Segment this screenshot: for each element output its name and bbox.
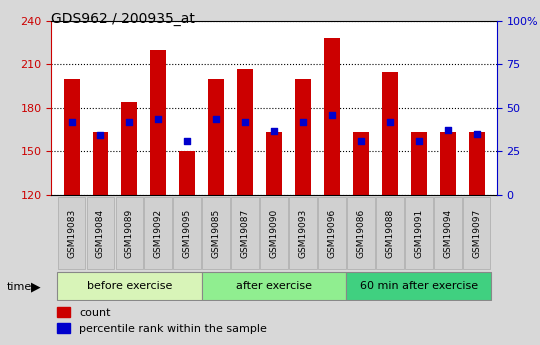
Text: GSM19089: GSM19089 <box>125 209 134 258</box>
Point <box>67 120 76 125</box>
Text: time: time <box>6 282 32 292</box>
Text: GSM19094: GSM19094 <box>443 209 452 258</box>
FancyBboxPatch shape <box>289 197 317 269</box>
FancyBboxPatch shape <box>346 272 491 300</box>
Point <box>241 120 249 125</box>
Text: after exercise: after exercise <box>236 281 312 291</box>
Text: GSM19087: GSM19087 <box>241 209 249 258</box>
Bar <box>208 79 224 195</box>
Point <box>96 132 105 138</box>
FancyBboxPatch shape <box>173 197 201 269</box>
FancyBboxPatch shape <box>58 197 85 269</box>
Text: GSM19097: GSM19097 <box>472 209 481 258</box>
Bar <box>122 102 137 195</box>
Bar <box>92 132 109 195</box>
Point <box>125 120 134 125</box>
Text: GSM19086: GSM19086 <box>356 209 366 258</box>
Bar <box>469 132 484 195</box>
Text: GSM19090: GSM19090 <box>269 209 279 258</box>
FancyBboxPatch shape <box>116 197 143 269</box>
Legend: count, percentile rank within the sample: count, percentile rank within the sample <box>57 307 267 334</box>
Point <box>154 117 163 122</box>
Point <box>443 127 452 132</box>
Text: 60 min after exercise: 60 min after exercise <box>360 281 478 291</box>
Bar <box>266 132 282 195</box>
Text: GSM19096: GSM19096 <box>327 209 336 258</box>
Text: GSM19088: GSM19088 <box>385 209 394 258</box>
Point <box>270 128 279 134</box>
Text: GSM19093: GSM19093 <box>299 209 307 258</box>
Bar <box>440 132 456 195</box>
FancyBboxPatch shape <box>405 197 433 269</box>
Bar <box>64 79 79 195</box>
Text: GSM19095: GSM19095 <box>183 209 192 258</box>
Bar <box>382 71 398 195</box>
Bar <box>179 151 195 195</box>
FancyBboxPatch shape <box>347 197 375 269</box>
FancyBboxPatch shape <box>231 197 259 269</box>
Text: GSM19085: GSM19085 <box>212 209 221 258</box>
Point <box>212 117 220 122</box>
Text: GSM19092: GSM19092 <box>154 209 163 258</box>
Bar <box>411 132 427 195</box>
FancyBboxPatch shape <box>318 197 346 269</box>
FancyBboxPatch shape <box>260 197 288 269</box>
Bar <box>324 38 340 195</box>
Bar <box>150 50 166 195</box>
Point <box>299 120 307 125</box>
Bar <box>353 132 369 195</box>
FancyBboxPatch shape <box>434 197 462 269</box>
Text: GDS962 / 200935_at: GDS962 / 200935_at <box>51 12 195 26</box>
Point <box>472 131 481 137</box>
FancyBboxPatch shape <box>202 197 230 269</box>
Point <box>414 138 423 144</box>
Text: ▶: ▶ <box>31 280 41 294</box>
FancyBboxPatch shape <box>145 197 172 269</box>
Point <box>386 120 394 125</box>
FancyBboxPatch shape <box>57 272 202 300</box>
FancyBboxPatch shape <box>202 272 346 300</box>
Text: GSM19083: GSM19083 <box>67 209 76 258</box>
Point <box>183 138 192 144</box>
FancyBboxPatch shape <box>463 197 490 269</box>
Text: GSM19091: GSM19091 <box>414 209 423 258</box>
Point <box>328 112 336 118</box>
FancyBboxPatch shape <box>376 197 404 269</box>
Bar <box>237 69 253 195</box>
Text: GSM19084: GSM19084 <box>96 209 105 258</box>
Bar <box>295 79 311 195</box>
Point <box>356 138 365 144</box>
FancyBboxPatch shape <box>86 197 114 269</box>
Text: before exercise: before exercise <box>87 281 172 291</box>
